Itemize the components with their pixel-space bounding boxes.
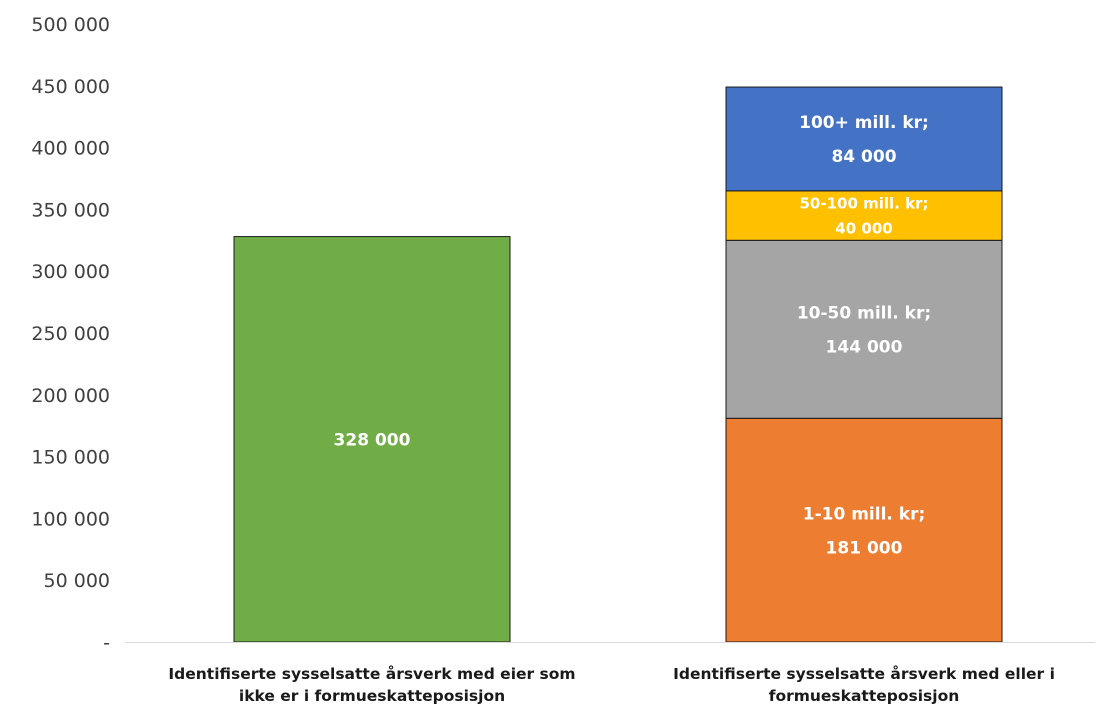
data-label: 1-10 mill. kr; (803, 504, 926, 524)
y-tick-label: 350 000 (31, 199, 110, 221)
bar-segment (725, 239, 1003, 419)
data-label: 84 000 (831, 147, 896, 167)
y-tick-label: 50 000 (44, 570, 110, 592)
bars (233, 86, 1003, 643)
category-label: Identifiserte sysselsatte årsverk med ei… (168, 664, 575, 683)
segment-labels: 328 000 1-10 mill. kr; 181 000 10-50 mill. … (334, 113, 932, 558)
y-tick-label: 300 000 (31, 261, 110, 283)
category-label: ikke er i formueskatteposisjon (239, 687, 505, 705)
y-axis: - 50 000 100 000 150 000 200 000 250 000 300 0… (31, 14, 110, 654)
data-label: 10-50 mill. kr; (797, 303, 931, 323)
data-label: 144 000 (826, 337, 903, 357)
y-tick-label: 500 000 (31, 14, 110, 36)
y-tick-label: - (103, 632, 110, 654)
data-label: 50-100 mill. kr; (800, 194, 929, 212)
category-label: formueskatteposisjon (769, 687, 960, 705)
y-tick-label: 150 000 (31, 447, 110, 469)
bar-segment (725, 190, 1003, 241)
y-tick-label: 200 000 (31, 385, 110, 407)
data-label: 40 000 (835, 219, 892, 237)
bar-segment (725, 417, 1003, 643)
bar-segment (725, 86, 1003, 192)
y-tick-label: 400 000 (31, 138, 110, 160)
y-tick-label: 250 000 (31, 323, 110, 345)
x-axis: Identifiserte sysselsatte årsverk med ei… (168, 664, 1055, 705)
y-tick-label: 100 000 (31, 508, 110, 530)
bar-segment (233, 236, 511, 643)
category-label: Identifiserte sysselsatte årsverk med el… (673, 664, 1055, 683)
data-label: 328 000 (334, 430, 411, 450)
data-label: 181 000 (826, 538, 903, 558)
y-tick-label: 450 000 (31, 76, 110, 98)
data-label: 100+ mill. kr; (799, 113, 929, 133)
